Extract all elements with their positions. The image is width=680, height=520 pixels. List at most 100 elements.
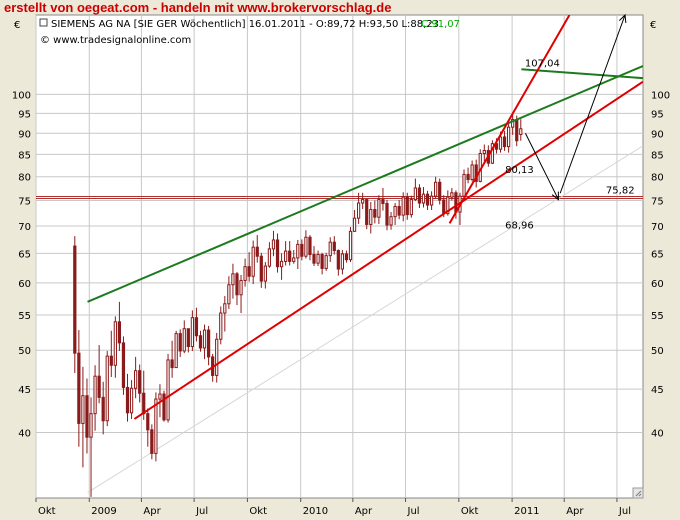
candle bbox=[275, 233, 280, 273]
candle bbox=[166, 353, 170, 423]
value-label: 68,96 bbox=[505, 221, 534, 232]
candle bbox=[174, 330, 178, 369]
candle bbox=[231, 263, 235, 299]
candle-body bbox=[198, 335, 203, 349]
candle-body bbox=[215, 338, 219, 376]
candle bbox=[344, 250, 349, 263]
candle bbox=[308, 235, 312, 261]
candle-body bbox=[247, 266, 251, 277]
candle bbox=[89, 397, 93, 497]
candle-body bbox=[219, 312, 223, 340]
candle-body bbox=[251, 246, 255, 277]
value-labels: 107,04 80,13 68,96 75,82 bbox=[505, 58, 634, 231]
candle bbox=[377, 195, 381, 224]
y-tick-label-right: 65 bbox=[651, 249, 664, 260]
candle-body bbox=[405, 196, 409, 216]
candle-body bbox=[235, 273, 239, 296]
green-trend-line bbox=[87, 65, 643, 303]
instrument-checkbox[interactable] bbox=[39, 18, 48, 27]
y-tick-label-right: 95 bbox=[651, 109, 664, 120]
banner-text: erstellt von oegeat.com - handeln mit ww… bbox=[4, 0, 392, 15]
candle-body bbox=[190, 317, 194, 348]
candle-body bbox=[336, 250, 340, 270]
candle bbox=[417, 184, 422, 209]
candle-body bbox=[519, 128, 523, 136]
candle bbox=[320, 252, 324, 275]
arrow-shaft bbox=[559, 14, 626, 194]
candle-body bbox=[442, 199, 446, 215]
candle bbox=[97, 345, 101, 404]
y-tick-label-right: 85 bbox=[651, 150, 664, 161]
value-label: 75,82 bbox=[606, 186, 635, 197]
candle-body bbox=[89, 413, 93, 438]
candle bbox=[393, 203, 397, 225]
candle bbox=[316, 250, 320, 267]
y-tick-label-right: 45 bbox=[651, 385, 664, 396]
candle bbox=[154, 392, 158, 462]
candle bbox=[259, 252, 263, 288]
candle-body bbox=[154, 398, 158, 454]
candle-body bbox=[166, 359, 170, 421]
candle bbox=[450, 187, 454, 201]
gray-trend-layer bbox=[87, 145, 643, 493]
candle-body bbox=[502, 136, 507, 148]
candle bbox=[413, 178, 417, 202]
candle bbox=[121, 336, 126, 395]
candle bbox=[267, 242, 272, 268]
candle bbox=[425, 190, 430, 211]
candle bbox=[361, 192, 365, 210]
resize-grip-icon[interactable] bbox=[632, 487, 644, 499]
candle bbox=[405, 192, 409, 220]
candle bbox=[150, 424, 154, 460]
candle-body bbox=[134, 370, 138, 389]
candle bbox=[105, 350, 109, 427]
candle bbox=[162, 390, 166, 422]
y-tick-label-left: 75 bbox=[18, 197, 31, 208]
candle-body bbox=[312, 254, 316, 264]
candle bbox=[421, 187, 426, 208]
candle-body bbox=[284, 250, 288, 262]
candle-body bbox=[117, 321, 122, 344]
candle bbox=[227, 276, 231, 310]
candle bbox=[292, 249, 296, 264]
candle bbox=[158, 384, 162, 418]
candle-body bbox=[223, 303, 227, 314]
y-tick-label-left: 55 bbox=[18, 311, 31, 322]
candle-body bbox=[206, 329, 211, 358]
candle bbox=[397, 200, 401, 220]
candle bbox=[109, 330, 113, 377]
candle bbox=[117, 301, 122, 351]
candle-body bbox=[121, 342, 126, 388]
candle bbox=[219, 306, 223, 345]
candle bbox=[409, 195, 413, 218]
candle-body bbox=[292, 257, 296, 262]
candle-body bbox=[393, 206, 397, 218]
candle-body bbox=[158, 393, 162, 400]
candle bbox=[243, 258, 247, 287]
candle-body bbox=[413, 187, 417, 201]
candle bbox=[223, 296, 227, 332]
candle-body bbox=[182, 328, 186, 352]
candle-body bbox=[340, 253, 345, 270]
candle bbox=[462, 169, 466, 199]
red-trend-line bbox=[448, 15, 571, 224]
candle bbox=[389, 212, 393, 230]
x-tick-label: Apr bbox=[143, 506, 161, 517]
candle-body bbox=[320, 254, 324, 269]
candle-body bbox=[515, 119, 519, 142]
candle-body bbox=[450, 192, 454, 198]
y-tick-label-right: 70 bbox=[651, 222, 664, 233]
candle-body bbox=[296, 243, 300, 259]
candle-body bbox=[93, 375, 97, 415]
candle-body bbox=[267, 248, 272, 267]
candle-body bbox=[97, 375, 101, 398]
candle bbox=[194, 307, 199, 342]
candle bbox=[507, 121, 511, 153]
candle-body bbox=[109, 355, 113, 366]
candle bbox=[279, 253, 284, 280]
candle bbox=[271, 230, 276, 257]
candle bbox=[178, 329, 182, 357]
candle-body bbox=[316, 254, 320, 264]
candle-body bbox=[417, 187, 422, 204]
